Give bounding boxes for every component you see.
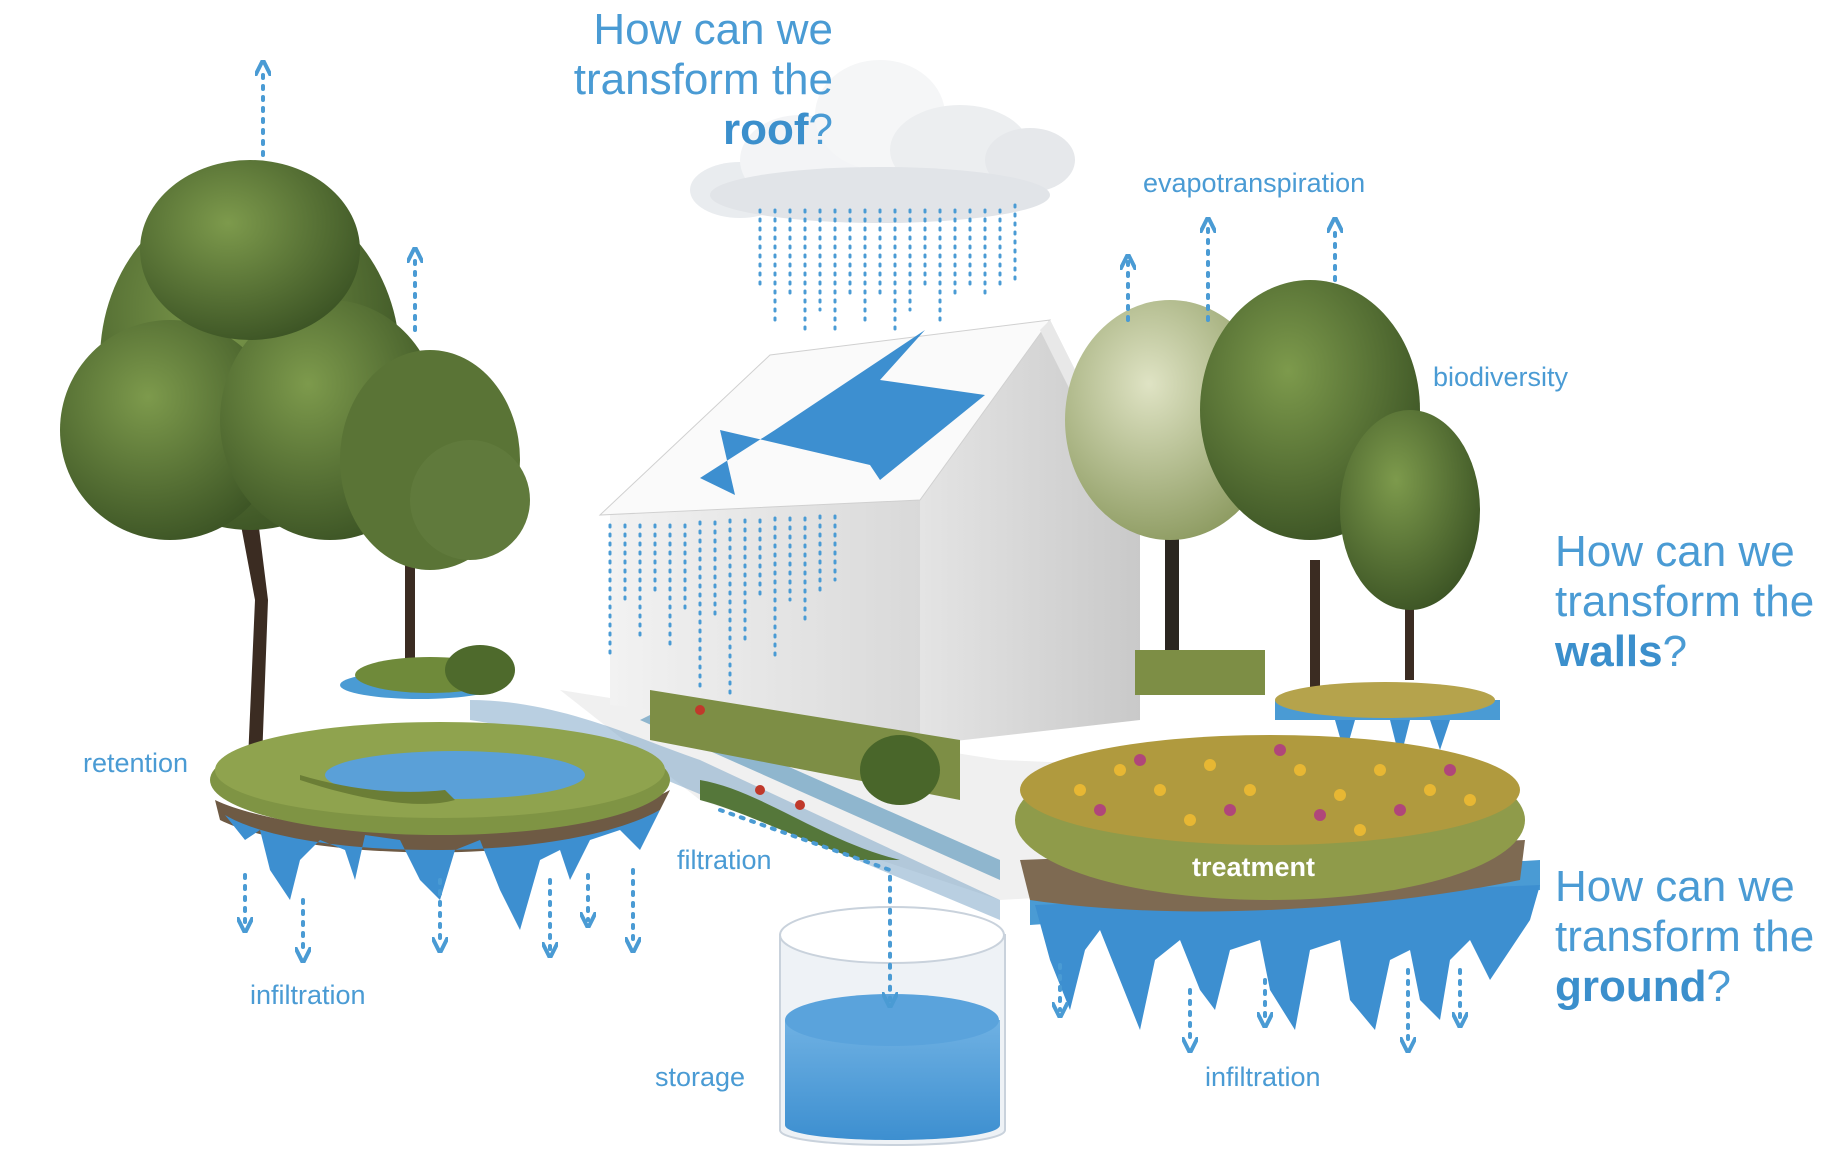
cloud <box>690 60 1075 223</box>
question-roof-line2: transform the <box>573 55 833 104</box>
question-roof-keyword: roof <box>722 105 809 154</box>
question-walls-line1: How can we <box>1555 527 1795 576</box>
house <box>598 319 1140 745</box>
question-ground-keyword: ground <box>1555 962 1707 1011</box>
question-walls-keyword: walls <box>1555 627 1663 676</box>
tree-left-large <box>60 160 440 760</box>
filtration-flow-arrow <box>718 808 890 1000</box>
planter-treatment <box>1015 735 1540 1030</box>
question-walls: How can we transform the walls? <box>1555 527 1814 677</box>
evapotranspiration-arrows <box>263 68 1335 332</box>
question-roof-line3: roof? <box>574 105 833 155</box>
question-roof: How can we transform the roof? <box>574 5 833 155</box>
rain-from-roof <box>608 514 837 702</box>
planter-path <box>650 690 960 860</box>
question-walls-end: ? <box>1662 627 1688 676</box>
label-treatment: treatment <box>1192 852 1316 882</box>
label-filtration: filtration <box>677 845 772 875</box>
tree-right-small <box>1340 410 1480 680</box>
infiltration-arrows <box>245 868 1460 1045</box>
question-ground: How can we transform the ground? <box>1555 862 1814 1012</box>
question-ground-line3: ground? <box>1555 962 1814 1012</box>
question-ground-line1: How can we <box>1555 862 1795 911</box>
rain-from-cloud <box>758 203 1017 332</box>
label-infiltration-right: infiltration <box>1205 1062 1321 1092</box>
label-evapotranspiration: evapotranspiration <box>1143 168 1366 198</box>
planter-back-left <box>340 645 515 699</box>
planter-back-right <box>1135 650 1500 760</box>
question-ground-line2: transform the <box>1555 912 1815 961</box>
storage-tank <box>779 906 1006 1146</box>
planter-retention <box>210 722 670 930</box>
label-biodiversity: biodiversity <box>1433 362 1569 392</box>
question-ground-end: ? <box>1706 962 1731 1011</box>
question-roof-line1: How can we <box>593 5 833 54</box>
question-walls-line3: walls? <box>1555 627 1814 677</box>
question-walls-line2: transform the <box>1555 577 1815 626</box>
tree-left-small <box>340 350 530 670</box>
label-storage: storage <box>655 1062 746 1092</box>
roof-arrow-icon <box>700 330 985 495</box>
question-roof-end: ? <box>808 105 833 154</box>
label-retention: retention <box>83 748 189 778</box>
label-infiltration-left: infiltration <box>250 980 366 1010</box>
